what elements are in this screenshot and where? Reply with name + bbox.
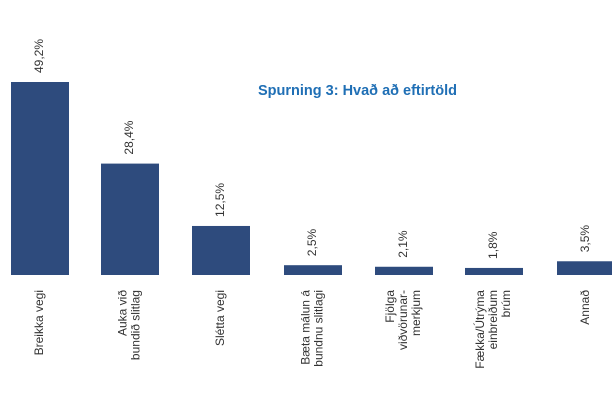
bar [192, 225, 250, 275]
bar [557, 261, 612, 275]
bar [284, 265, 342, 275]
label-line: Auka við [116, 290, 130, 336]
label-line: brúm [499, 290, 513, 317]
label-line: bundnu slitlagi [312, 290, 326, 367]
value-label: 28,4% [122, 120, 136, 154]
bar [375, 266, 433, 275]
x-tick-label: Auka viðbundið slitlag [116, 290, 143, 360]
x-tick-label: Annað [578, 290, 592, 325]
bar [11, 82, 69, 275]
label-line: Slétta vegi [213, 290, 227, 346]
label-line: Fjölga [383, 290, 397, 323]
value-label: 1,8% [486, 231, 500, 259]
x-tick-label: Fjölgaviðvörunar-merkjum [383, 290, 423, 350]
label-line: bundið slitlag [129, 290, 143, 360]
chart-title: Spurning 3: Hvað að eftirtöld [258, 83, 457, 99]
value-label: 2,5% [305, 229, 319, 257]
x-tick-label: Bæta málun ábundnu slitlagi [299, 290, 326, 367]
label-line: Breikka vegi [32, 290, 46, 355]
value-label: 49,2% [32, 39, 46, 73]
value-label: 12,5% [213, 183, 227, 217]
label-line: viðvörunar- [396, 290, 410, 350]
label-line: Bæta málun á [299, 290, 313, 365]
x-tick-label: Slétta vegi [213, 290, 227, 346]
value-label: 3,5% [578, 225, 592, 253]
value-label: 2,1% [396, 230, 410, 258]
label-line: Fækka/Útrýma [472, 290, 487, 369]
bar [101, 163, 159, 275]
label-line: einbreiðum [486, 290, 500, 349]
label-line: merkjum [409, 290, 423, 336]
label-line: Annað [578, 290, 592, 325]
x-tick-label: Fækka/Útrýmaeinbreiðumbrúm [472, 290, 513, 369]
bar [465, 267, 523, 275]
x-tick-label: Breikka vegi [32, 290, 46, 355]
